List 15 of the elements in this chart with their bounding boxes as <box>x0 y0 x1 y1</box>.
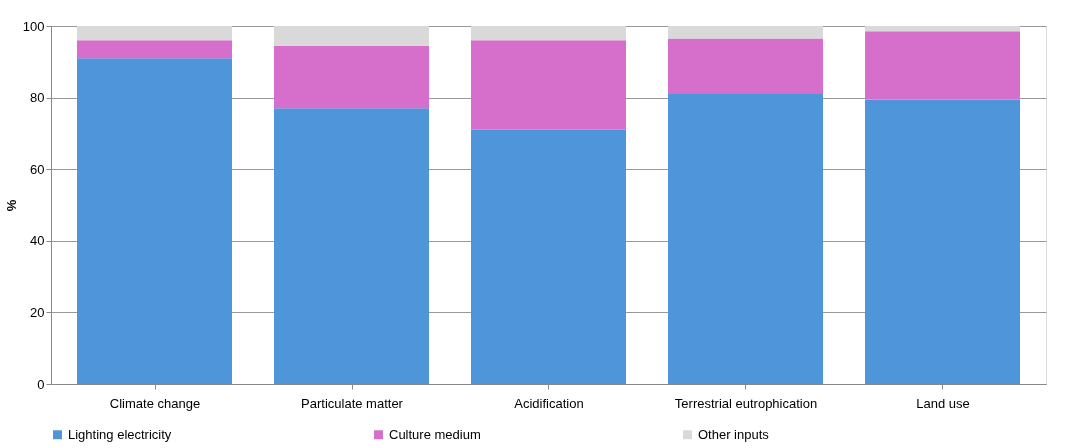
legend-label: Other inputs <box>698 426 770 442</box>
x-tick-label: Acidification <box>514 395 584 411</box>
y-tick-label: 40 <box>30 233 45 249</box>
y-tick-label: 100 <box>22 18 45 34</box>
y-tick-label: 80 <box>30 90 45 106</box>
y-tick-label: 20 <box>30 304 45 320</box>
y-axis-title: % <box>3 199 19 212</box>
legend-label: Lighting electricity <box>68 426 172 442</box>
y-tick-label: 0 <box>37 376 45 392</box>
x-tick-label: Land use <box>916 395 970 411</box>
x-tick-label: Climate change <box>109 395 201 411</box>
x-tick-label: Particulate matter <box>301 395 404 411</box>
x-tick-label: Terrestrial eutrophication <box>674 395 818 411</box>
y-tick-label: 60 <box>30 161 45 177</box>
legend-label: Culture medium <box>389 426 481 442</box>
